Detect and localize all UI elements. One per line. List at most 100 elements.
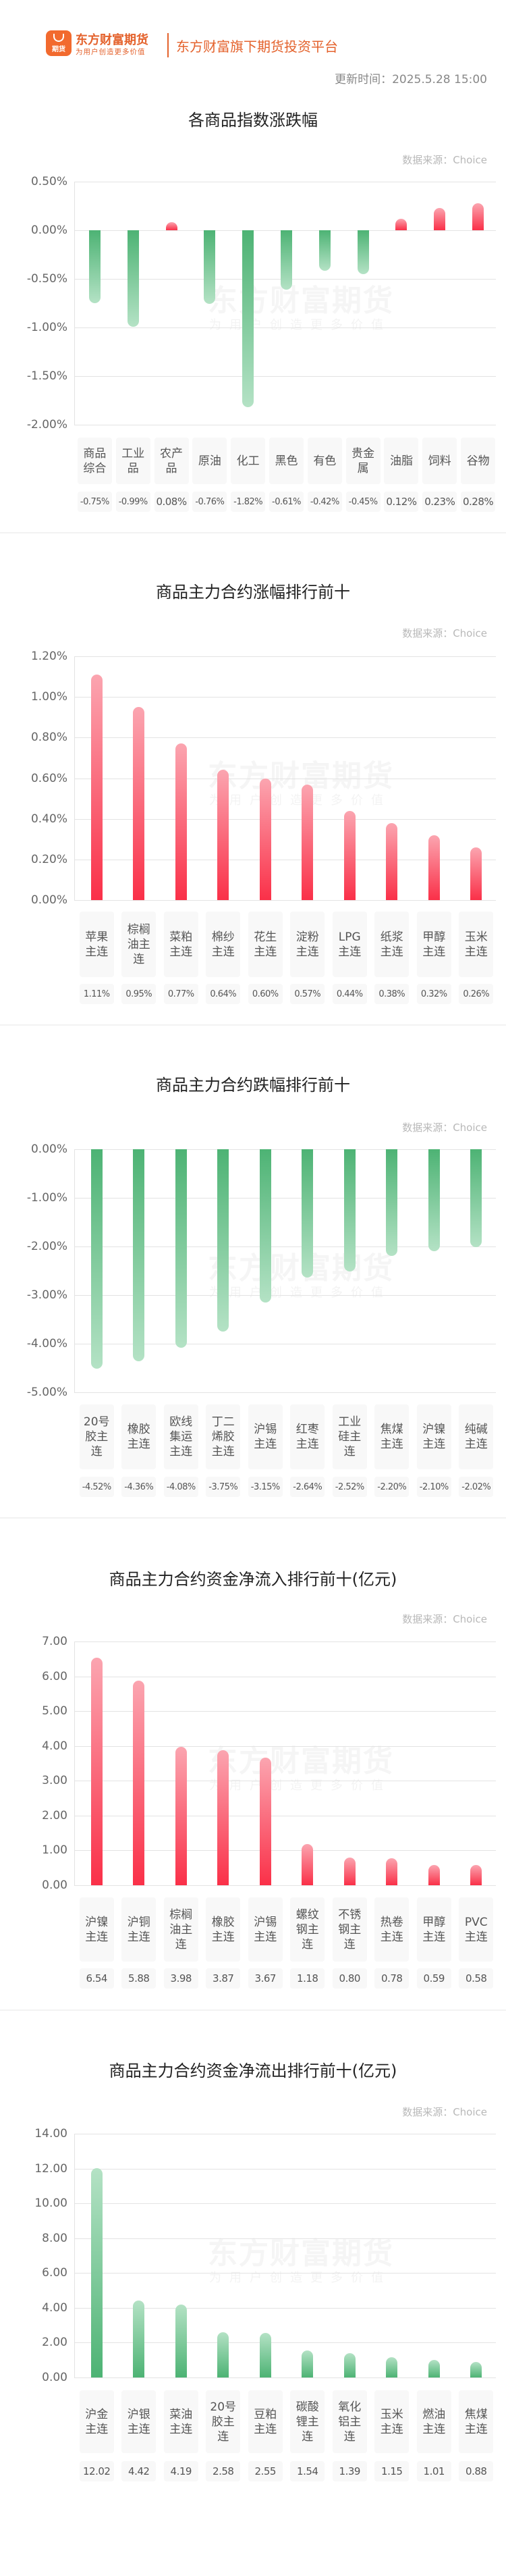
value-label: 0.58 bbox=[459, 1968, 494, 1989]
y-axis-tick: -1.00% bbox=[26, 1191, 67, 1205]
bar[interactable] bbox=[318, 230, 331, 271]
y-axis-tick: 0.00 bbox=[42, 1878, 67, 1892]
bar[interactable] bbox=[302, 784, 314, 900]
bar[interactable] bbox=[386, 1858, 398, 1885]
bar[interactable] bbox=[470, 2362, 482, 2377]
value-label: 6.54 bbox=[79, 1968, 114, 1989]
bar[interactable] bbox=[472, 203, 484, 230]
data-source-label: 数据来源：Choice bbox=[402, 1122, 487, 1134]
y-axis-tick: -5.00% bbox=[26, 1386, 67, 1399]
bar[interactable] bbox=[470, 847, 482, 900]
value-label: -4.08% bbox=[163, 1477, 198, 1497]
bar[interactable] bbox=[90, 1149, 103, 1369]
logo-badge-text: 期货 bbox=[52, 46, 65, 53]
gridline bbox=[74, 1885, 496, 1886]
value-label: 2.55 bbox=[248, 2461, 283, 2481]
chart-title: 商品主力合约跌幅排行前十 bbox=[156, 1076, 350, 1095]
bar[interactable] bbox=[133, 1149, 145, 1361]
bar[interactable] bbox=[90, 675, 103, 900]
category-label: 淀粉主连 bbox=[290, 912, 325, 977]
bar[interactable] bbox=[302, 2350, 314, 2377]
bar[interactable] bbox=[386, 1149, 398, 1257]
bar[interactable] bbox=[217, 2332, 229, 2377]
bar[interactable] bbox=[470, 1865, 482, 1885]
category-label: 有色 bbox=[307, 438, 342, 484]
value-label: -4.52% bbox=[79, 1477, 114, 1497]
bar[interactable] bbox=[88, 230, 101, 303]
bar[interactable] bbox=[395, 218, 407, 230]
value-label: 0.44% bbox=[332, 984, 367, 1004]
watermark-slogan: 为用户创造更多价值 bbox=[209, 1778, 391, 1793]
category-label: 燃油主连 bbox=[416, 2390, 451, 2453]
brand-logo-icon: 期货 bbox=[46, 30, 72, 56]
y-axis-tick: 6.00 bbox=[42, 1669, 67, 1683]
category-label: 沪锡主连 bbox=[248, 1897, 283, 1962]
gridline bbox=[74, 2377, 496, 2378]
bar[interactable] bbox=[259, 2333, 271, 2377]
bar[interactable] bbox=[204, 230, 216, 305]
bar[interactable] bbox=[165, 222, 177, 230]
category-label: 甲醇主连 bbox=[416, 912, 451, 977]
value-label: 1.39 bbox=[332, 2461, 367, 2481]
value-label: -2.20% bbox=[374, 1477, 410, 1497]
bar[interactable] bbox=[217, 1149, 229, 1332]
bar[interactable] bbox=[470, 1149, 482, 1248]
y-axis-line bbox=[74, 2134, 75, 2377]
bar[interactable] bbox=[259, 778, 271, 900]
section-divider bbox=[0, 1024, 506, 1026]
bar[interactable] bbox=[386, 822, 398, 900]
section-divider bbox=[0, 1517, 506, 1519]
value-label: -3.15% bbox=[248, 1477, 283, 1497]
value-label: 0.26% bbox=[459, 984, 494, 1004]
bar[interactable] bbox=[343, 810, 356, 900]
logo-shield-icon bbox=[53, 34, 64, 42]
watermark: 东方财富期货 bbox=[208, 1251, 394, 1286]
bar[interactable] bbox=[428, 1149, 440, 1252]
brand-name: 东方财富期货 bbox=[76, 33, 148, 47]
bar[interactable] bbox=[217, 770, 229, 900]
bar[interactable] bbox=[343, 1149, 356, 1272]
update-time: 更新时间：2025.5.28 15:00 bbox=[335, 73, 487, 86]
chart-title: 商品主力合约涨幅排行前十 bbox=[156, 583, 350, 602]
bar[interactable] bbox=[175, 1746, 187, 1885]
bar[interactable] bbox=[259, 1757, 271, 1885]
bar[interactable] bbox=[428, 2359, 440, 2377]
bar[interactable] bbox=[259, 1149, 271, 1303]
bar[interactable] bbox=[357, 230, 369, 274]
bar[interactable] bbox=[175, 1149, 187, 1348]
watermark-slogan: 为用户创造更多价值 bbox=[209, 1286, 391, 1300]
category-label: 黑色 bbox=[269, 438, 304, 484]
category-label: 热卷主连 bbox=[374, 1897, 410, 1962]
y-axis-tick: -2.00% bbox=[26, 1240, 67, 1253]
category-label: LPG主连 bbox=[332, 912, 367, 977]
bar[interactable] bbox=[133, 707, 145, 900]
bar[interactable] bbox=[242, 230, 254, 408]
bar[interactable] bbox=[434, 207, 446, 230]
bar[interactable] bbox=[302, 1844, 314, 1885]
value-label: -1.82% bbox=[231, 492, 266, 512]
bar[interactable] bbox=[343, 1857, 356, 1885]
bar[interactable] bbox=[175, 2304, 187, 2377]
y-axis-tick: 8.00 bbox=[42, 2231, 67, 2245]
value-label: 0.88 bbox=[459, 2461, 494, 2481]
y-axis-tick: 12.00 bbox=[34, 2161, 67, 2176]
bar[interactable] bbox=[281, 230, 292, 290]
bar[interactable] bbox=[428, 835, 440, 900]
category-label: 商品综合 bbox=[77, 438, 112, 484]
bar[interactable] bbox=[175, 743, 187, 900]
bar[interactable] bbox=[217, 1750, 229, 1885]
value-label: -0.45% bbox=[345, 492, 381, 512]
y-axis-tick: -3.00% bbox=[26, 1288, 67, 1302]
bar[interactable] bbox=[428, 1864, 440, 1885]
bar[interactable] bbox=[343, 2353, 356, 2377]
bar[interactable] bbox=[127, 230, 139, 327]
gridline bbox=[74, 2342, 496, 2344]
bar[interactable] bbox=[386, 2357, 398, 2377]
bar[interactable] bbox=[133, 1680, 145, 1885]
bar[interactable] bbox=[90, 2168, 103, 2377]
watermark-slogan: 为用户创造更多价值 bbox=[209, 318, 391, 332]
bar[interactable] bbox=[90, 1657, 103, 1885]
category-label: 化工 bbox=[231, 438, 266, 484]
bar[interactable] bbox=[133, 2301, 145, 2377]
bar[interactable] bbox=[302, 1149, 314, 1278]
